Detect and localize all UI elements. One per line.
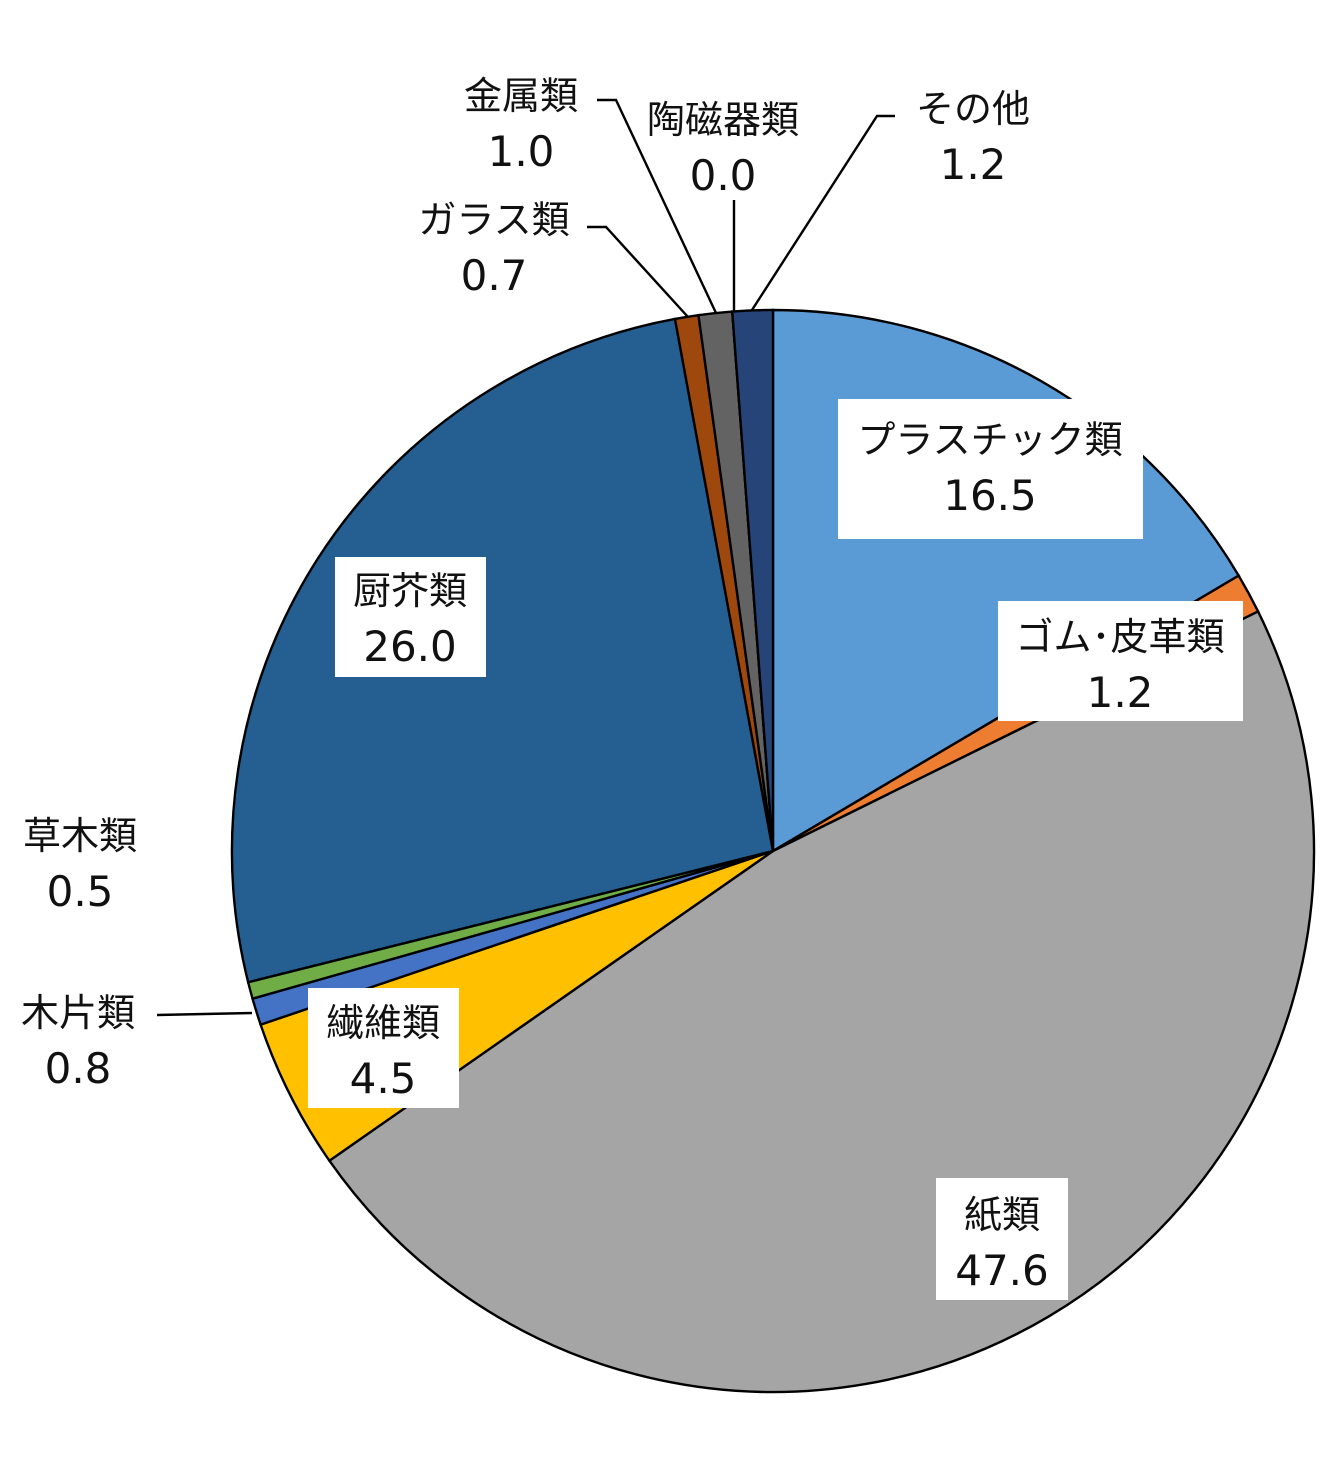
slice-value-label-7: 0.7 <box>461 251 528 300</box>
leader-line-7 <box>587 225 689 318</box>
slice-name-label-2: 紙類 <box>964 1193 1040 1237</box>
leader-lines <box>156 98 895 1017</box>
slice-value-label-1: 1.2 <box>1087 668 1154 717</box>
slice-value-label-4: 0.8 <box>45 1044 112 1093</box>
slice-name-label-10: その他 <box>916 87 1030 131</box>
slice-value-label-5: 0.5 <box>47 867 114 916</box>
slice-value-label-6: 26.0 <box>363 622 457 671</box>
slice-value-label-10: 1.2 <box>940 140 1007 189</box>
slice-labels: プラスチック類 16.5 ゴム･皮革類 1.2 紙類 47.6 繊維類 4.5 木片類 0.8 草木… <box>21 74 1243 1300</box>
slice-name-label-0: プラスチック類 <box>857 418 1122 462</box>
label-box-0 <box>838 399 1143 539</box>
leader-line-8 <box>597 98 718 314</box>
slice-value-label-0: 16.5 <box>943 471 1037 520</box>
label-box-3 <box>308 988 459 1108</box>
leader-line-4 <box>156 1011 253 1017</box>
slice-value-label-8: 1.0 <box>488 127 555 176</box>
slice-name-label-3: 繊維類 <box>326 1001 440 1045</box>
pie-slice-6 <box>230 317 775 984</box>
slice-name-label-9: 陶磁器類 <box>647 98 799 142</box>
slice-name-label-4: 木片類 <box>21 991 135 1035</box>
label-box-6 <box>335 557 486 677</box>
slice-name-label-6: 厨芥類 <box>353 569 467 613</box>
leader-line-10 <box>750 114 895 311</box>
slice-value-label-9: 0.0 <box>690 151 757 200</box>
label-box-1 <box>998 601 1243 721</box>
slice-name-label-7: ガラス類 <box>418 198 569 242</box>
pie-slices <box>230 308 1316 1394</box>
slice-name-label-8: 金属類 <box>464 74 578 118</box>
slice-value-label-3: 4.5 <box>350 1054 417 1103</box>
label-box-2 <box>936 1178 1068 1300</box>
slice-name-label-1: ゴム･皮革類 <box>1015 615 1224 659</box>
slice-value-label-2: 47.6 <box>955 1246 1049 1295</box>
slice-name-label-5: 草木類 <box>23 814 137 858</box>
